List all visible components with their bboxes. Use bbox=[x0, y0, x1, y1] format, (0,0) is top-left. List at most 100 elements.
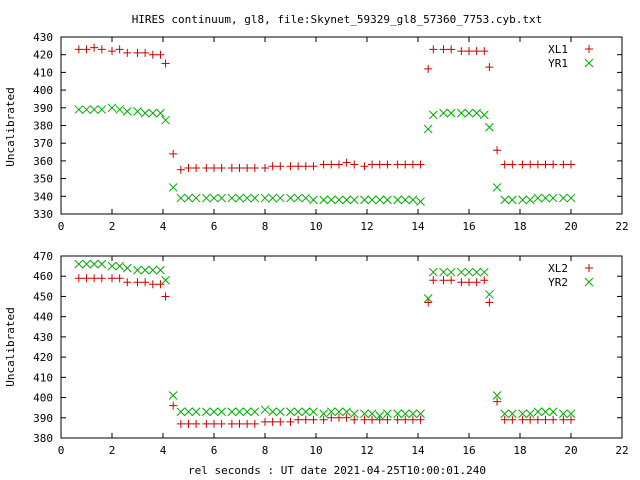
data-point-yr2 bbox=[558, 409, 568, 419]
data-point-yr1 bbox=[184, 193, 193, 203]
data-point-yr1 bbox=[326, 195, 336, 205]
data-point-xl1 bbox=[401, 160, 410, 169]
x-tick-label: 20 bbox=[564, 444, 577, 457]
data-point-yr1 bbox=[89, 105, 99, 114]
x-tick-label: 2 bbox=[109, 444, 116, 457]
y-tick-label: 390 bbox=[33, 102, 53, 115]
data-point-yr1 bbox=[383, 195, 392, 205]
data-point-yr2 bbox=[301, 407, 311, 417]
data-point-xl1 bbox=[235, 163, 244, 172]
y-tick-label: 330 bbox=[33, 208, 53, 221]
data-point-xl1 bbox=[508, 160, 517, 169]
data-point-xl1 bbox=[250, 163, 259, 172]
data-point-yr1 bbox=[97, 105, 107, 114]
data-point-xl2 bbox=[508, 415, 517, 424]
data-point-yr2 bbox=[360, 409, 369, 419]
data-point-xl1 bbox=[82, 45, 91, 54]
data-point-xl2 bbox=[429, 276, 438, 285]
x-tick-label: 0 bbox=[58, 220, 65, 233]
data-point-yr1 bbox=[140, 108, 150, 118]
x-tick-label: 22 bbox=[615, 220, 628, 233]
data-point-xl1 bbox=[169, 149, 178, 158]
data-point-yr1 bbox=[428, 110, 438, 120]
data-point-xl2 bbox=[360, 415, 369, 424]
data-point-xl1 bbox=[133, 48, 142, 57]
bottom-panel: Uncalibrated 0 2 4 6 8 10 12 14 16 18 20 22 380 390 40… bbox=[4, 250, 629, 457]
data-point-yr1 bbox=[227, 193, 237, 203]
data-point-yr1 bbox=[349, 195, 359, 205]
x-tick-label: 0 bbox=[58, 444, 65, 457]
y-tick-label: 460 bbox=[33, 270, 53, 283]
data-point-xl2 bbox=[401, 415, 410, 424]
data-point-yr1 bbox=[168, 183, 178, 192]
y-tick-label: 400 bbox=[33, 392, 53, 405]
data-point-xl2 bbox=[493, 397, 502, 406]
data-point-yr2 bbox=[133, 265, 142, 275]
y-tick-label: 430 bbox=[33, 31, 53, 44]
data-point-yr1 bbox=[400, 195, 410, 205]
top-panel: Uncalibrated 0 2 4 6 8 10 12 14 16 18 20 22 330 340 35… bbox=[4, 31, 629, 233]
data-point-yr1 bbox=[191, 193, 201, 203]
data-point-xl1 bbox=[465, 47, 473, 56]
data-point-xl1 bbox=[493, 146, 502, 155]
data-point-yr1 bbox=[260, 193, 270, 203]
data-point-xl2 bbox=[169, 401, 178, 410]
data-point-yr2 bbox=[342, 407, 351, 417]
data-point-yr2 bbox=[201, 407, 211, 417]
data-point-yr2 bbox=[82, 259, 91, 269]
data-point-yr1 bbox=[525, 195, 535, 205]
legend-label-xl1: XL1 bbox=[548, 43, 568, 56]
data-point-yr1 bbox=[548, 193, 558, 203]
data-point-yr1 bbox=[250, 193, 260, 203]
data-point-xl1 bbox=[457, 47, 466, 56]
data-point-yr2 bbox=[525, 409, 535, 419]
data-point-xl1 bbox=[210, 163, 218, 172]
data-point-xl2 bbox=[235, 419, 244, 428]
legend-label-yr2: YR2 bbox=[548, 276, 568, 289]
data-point-yr2 bbox=[74, 259, 84, 269]
data-point-yr2 bbox=[319, 409, 329, 419]
data-point-xl1 bbox=[447, 45, 456, 54]
data-point-yr1 bbox=[122, 106, 132, 116]
y-tick-label: 420 bbox=[33, 351, 53, 364]
data-point-xl2 bbox=[416, 415, 425, 424]
x-tick-label: 12 bbox=[360, 220, 373, 233]
data-point-yr2 bbox=[242, 407, 252, 417]
data-point-yr1 bbox=[235, 193, 244, 203]
legend-label-xl2: XL2 bbox=[548, 262, 568, 275]
data-point-yr2 bbox=[464, 267, 474, 277]
data-point-yr2 bbox=[541, 407, 550, 417]
data-point-xl2 bbox=[327, 413, 336, 422]
data-point-xl2 bbox=[294, 415, 303, 424]
data-point-xl1 bbox=[541, 160, 550, 169]
data-point-yr1 bbox=[334, 195, 344, 205]
data-point-xl2 bbox=[319, 415, 328, 424]
data-point-yr2 bbox=[209, 407, 219, 417]
data-point-xl1 bbox=[286, 162, 295, 171]
data-point-xl1 bbox=[375, 160, 384, 169]
data-point-xl2 bbox=[243, 419, 252, 428]
y-tick-label: 440 bbox=[33, 311, 53, 324]
data-point-xl1 bbox=[192, 163, 201, 172]
plot-frame bbox=[60, 255, 623, 439]
data-point-xl1 bbox=[383, 160, 392, 169]
data-point-xl2 bbox=[549, 415, 558, 424]
data-point-xl2 bbox=[309, 415, 318, 424]
x-tick-label: 2 bbox=[109, 220, 116, 233]
data-point-yr1 bbox=[541, 193, 550, 203]
y-tick-label: 360 bbox=[33, 155, 53, 168]
data-point-yr2 bbox=[97, 259, 107, 269]
data-point-xl1 bbox=[148, 50, 157, 59]
data-point-yr1 bbox=[533, 193, 543, 203]
data-point-xl2 bbox=[141, 278, 150, 287]
data-point-xl1 bbox=[141, 48, 150, 57]
data-point-yr1 bbox=[485, 122, 494, 132]
legend-label-yr1: YR1 bbox=[548, 57, 568, 70]
data-point-xl1 bbox=[123, 48, 132, 57]
data-point-yr1 bbox=[275, 193, 285, 203]
data-point-xl1 bbox=[480, 47, 489, 56]
data-point-xl2 bbox=[439, 276, 448, 285]
x-tick-label: 6 bbox=[211, 444, 218, 457]
data-point-xl2 bbox=[192, 419, 201, 428]
